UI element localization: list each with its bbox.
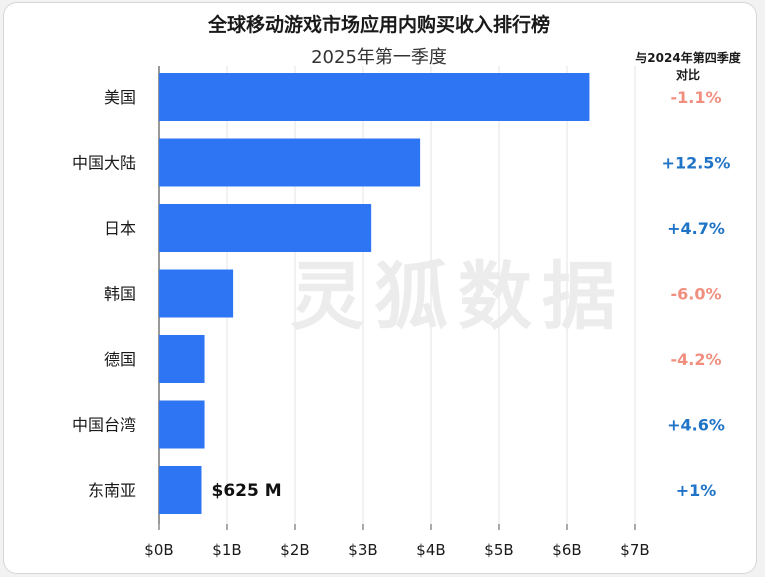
- delta-label: +4.7%: [667, 219, 725, 238]
- bar: [159, 400, 205, 449]
- category-label: 中国大陆: [72, 154, 136, 173]
- x-tick-label: $0B: [144, 541, 173, 559]
- category-label: 韩国: [104, 285, 136, 304]
- delta-label: -6.0%: [670, 285, 721, 304]
- delta-label: -1.1%: [670, 88, 721, 107]
- x-tick-label: $6B: [552, 541, 581, 559]
- x-tick-labels: $0B $1B $2B $3B $4B $5B $6B $7B: [144, 541, 649, 559]
- x-tick-label: $2B: [280, 541, 309, 559]
- delta-label: -4.2%: [670, 350, 721, 369]
- bar: [159, 269, 234, 318]
- bar: [159, 335, 205, 383]
- category-label: 美国: [104, 88, 136, 107]
- category-label: 中国台湾: [72, 416, 136, 435]
- category-label: 德国: [104, 350, 136, 369]
- delta-label: +1%: [676, 481, 717, 500]
- x-tick-label: $7B: [620, 541, 649, 559]
- delta-label: +4.6%: [667, 416, 725, 435]
- bar: [159, 73, 590, 121]
- bars: [159, 73, 590, 514]
- data-labels: $625 M: [212, 481, 282, 501]
- x-tick-label: $4B: [416, 541, 445, 559]
- x-tick-label: $3B: [348, 541, 377, 559]
- bar: [159, 466, 202, 514]
- x-tick-label: $1B: [212, 541, 241, 559]
- data-label: $625 M: [212, 481, 282, 501]
- category-label: 日本: [104, 219, 136, 238]
- delta-labels: -1.1% +12.5% +4.7% -6.0% -4.2% +4.6% +1%: [662, 88, 731, 500]
- bar: [159, 138, 421, 187]
- category-label: 东南亚: [88, 481, 136, 500]
- chart-subtitle: 2025年第一季度: [311, 47, 447, 68]
- watermark: 灵狐数据: [290, 254, 626, 340]
- delta-header-line2: 对比: [676, 67, 700, 82]
- chart-title: 全球移动游戏市场应用内购买收入排行榜: [207, 13, 550, 36]
- x-tick-label: $5B: [484, 541, 513, 559]
- bar: [159, 204, 372, 252]
- delta-header-line1: 与2024年第四季度: [635, 50, 741, 65]
- delta-label: +12.5%: [662, 154, 731, 173]
